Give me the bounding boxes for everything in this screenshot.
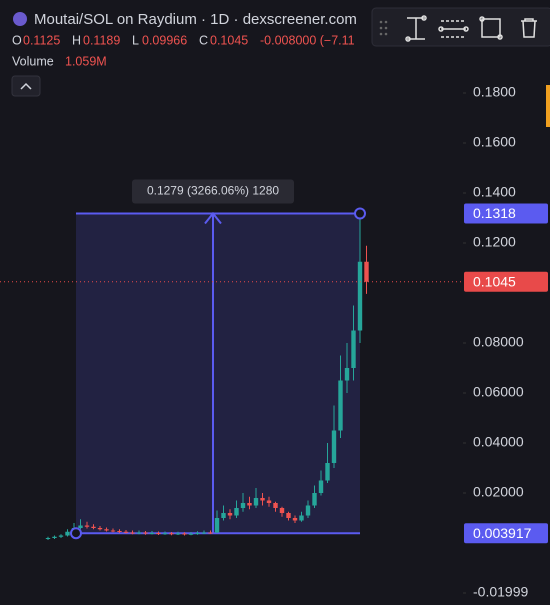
candle-body (364, 261, 369, 282)
rectangle-tool[interactable] (479, 16, 503, 40)
candle-body (45, 538, 51, 539)
price-badge-label: 0.1318 (473, 205, 516, 221)
candle-body (247, 503, 252, 506)
candle-body (221, 513, 226, 518)
candle-body (175, 533, 181, 535)
candle-body (130, 532, 135, 534)
candle-body (162, 533, 168, 535)
candle-body (110, 530, 116, 532)
value: 0.1189 (83, 33, 120, 47)
toolbar (371, 7, 550, 47)
date-range-tool[interactable] (438, 20, 469, 38)
y-tick-label: 0.06000 (473, 384, 524, 400)
delete-tool[interactable] (521, 18, 537, 38)
candle-body (78, 525, 83, 528)
candle-body (84, 525, 90, 527)
label: L (132, 33, 139, 47)
candle-body (52, 536, 57, 538)
plot: 0.1279 (3266.06%) 1280 (0, 179, 463, 540)
candle-body (240, 503, 246, 508)
value: 0.1125 (23, 33, 60, 47)
y-tick-label: 0.1400 (473, 184, 516, 200)
candle-body (234, 508, 239, 516)
price-badge-label: 0.1045 (473, 273, 516, 289)
price-range-tool[interactable] (405, 15, 427, 42)
price-badge (464, 523, 548, 544)
change: -0.008000 (−7.11 (260, 33, 355, 47)
measure-label-box (132, 179, 294, 204)
measure-handle (70, 527, 82, 540)
candle-body (169, 533, 174, 535)
candle-body (279, 508, 285, 513)
symbol-title: Moutai/SOL on Raydium · 1D · dexscreener… (34, 11, 357, 28)
candle-body (214, 518, 220, 533)
axis-background (463, 0, 550, 605)
candle-body (312, 493, 317, 506)
value: 0.09966 (142, 33, 187, 47)
candle-body (286, 513, 291, 518)
candle-body (123, 531, 129, 533)
candle-body (156, 533, 161, 534)
ohlc-legend: O 0.1125 H 0.1189 L 0.09966 C 0.1045 -0.… (12, 33, 355, 68)
value: 1.059M (65, 54, 107, 68)
logo (13, 12, 27, 26)
candle-body (260, 498, 265, 501)
candle-body (136, 532, 142, 534)
candle-body (195, 533, 200, 534)
candle-body (253, 498, 259, 506)
candle-body (117, 531, 122, 532)
value: 0.1045 (210, 33, 248, 47)
candle-body (208, 532, 213, 534)
candle-body (292, 518, 298, 521)
candle-body (357, 261, 363, 331)
candle-body (201, 532, 207, 534)
candle-body (182, 533, 187, 535)
label: H (72, 33, 81, 47)
drag-handle[interactable] (379, 20, 388, 36)
candle-body (65, 531, 70, 536)
candle-body (318, 480, 324, 493)
candle-body (351, 330, 356, 368)
edge-marker (546, 85, 550, 127)
y-tick-label: 0.04000 (473, 434, 524, 450)
candle-body (188, 533, 194, 535)
candle-body (305, 505, 311, 516)
candle-body (97, 528, 103, 530)
label: O (12, 33, 22, 47)
y-tick-label: 0.1600 (473, 134, 516, 150)
price-badge (464, 203, 548, 224)
measure-handle (354, 207, 366, 220)
price-badge (464, 271, 548, 292)
measure-label: 0.1279 (3266.06%) 1280 (147, 184, 279, 198)
candle-body (104, 529, 109, 531)
y-tick-label: -0.01999 (473, 584, 528, 600)
candle-body (344, 368, 350, 381)
measure-area (76, 213, 360, 534)
price-badge-label: 0.003917 (473, 525, 532, 541)
candle-body (91, 526, 96, 528)
measure-arrowhead (204, 211, 222, 225)
candle-body (299, 515, 304, 521)
label: C (199, 33, 208, 47)
y-tick-label: 0.02000 (473, 484, 524, 500)
collapse-button[interactable] (11, 75, 41, 97)
candle-body (58, 535, 64, 537)
label: Volume (12, 54, 54, 68)
y-tick-label: 0.1200 (473, 234, 516, 250)
candle-body (143, 532, 148, 534)
candle-body (325, 463, 330, 481)
y-tick-label: 0.1800 (473, 84, 516, 100)
candle-body (149, 533, 155, 534)
candle-body (338, 380, 343, 431)
candle-body (266, 500, 272, 503)
candle-body (227, 513, 233, 516)
y-tick-label: 0.08000 (473, 334, 524, 350)
candle-body (273, 503, 278, 508)
chevron-icon (20, 82, 32, 90)
price-axis: 0.1800 0.1600 0.1400 0.1200 0.08000 0.06000 0.… (463, 0, 550, 605)
candle-body (331, 430, 337, 463)
